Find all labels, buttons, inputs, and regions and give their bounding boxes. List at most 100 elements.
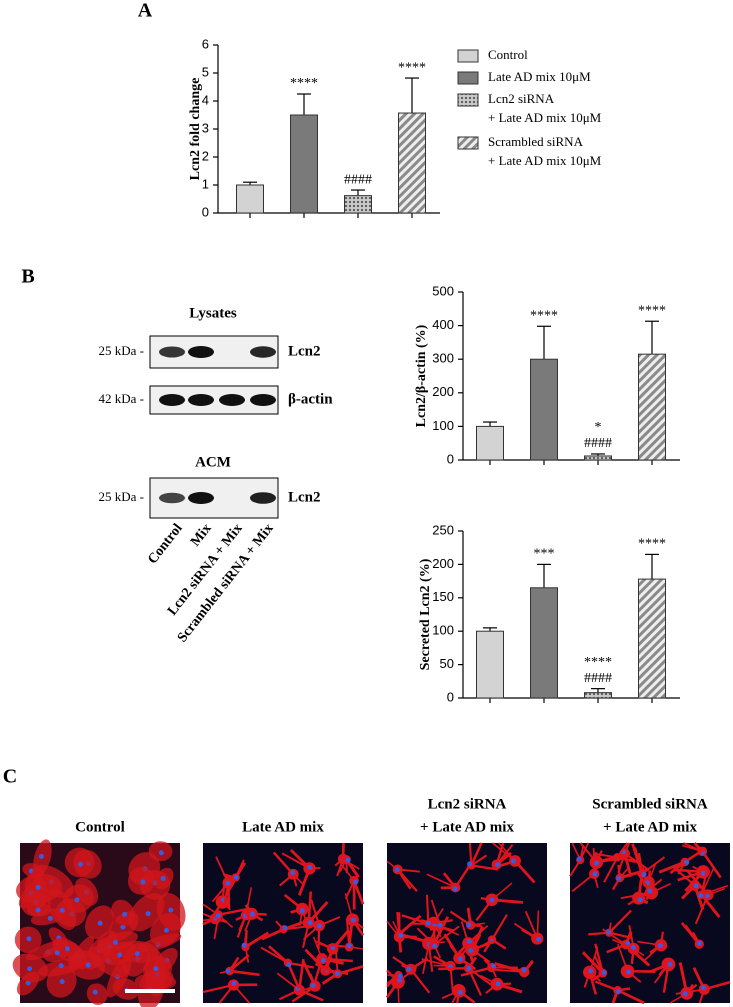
nucleus [112,939,118,945]
y-axis-label: Lcn2 fold change [188,78,203,181]
nucleus [231,980,237,986]
nucleus [215,913,221,919]
nucleus [145,911,151,917]
process [641,856,666,875]
significance-label: #### [584,436,612,451]
process [700,893,721,918]
nucleus [432,943,438,949]
legend-label: + Late AD mix 10μM [488,110,602,125]
nucleus [74,897,80,903]
significance-label: *** [534,547,555,562]
nucleus [163,927,169,933]
blot-band [250,394,276,406]
significance-label: **** [530,308,558,323]
nucleus [233,874,239,880]
nucleus [406,966,412,972]
nucleus [26,936,32,942]
process [491,914,508,941]
process [581,951,604,975]
nucleus [605,929,611,935]
nucleus [307,864,313,870]
nucleus [684,859,690,865]
mw-marker: 25 kDa - [99,343,145,358]
process [467,967,482,996]
bar [584,692,612,699]
nucleus [696,940,702,946]
process [700,868,709,895]
y-tick-label: 200 [432,384,454,399]
nucleus [700,985,706,991]
nucleus [588,968,594,974]
process [608,909,632,934]
nucleus [59,979,65,985]
process [603,856,619,883]
significance-label: * [595,420,602,435]
blot-band [159,492,185,504]
process [425,894,430,924]
nucleus [637,897,643,903]
nucleus [225,880,231,886]
image-title: Late AD mix [242,819,324,835]
legend-swatch [457,71,479,85]
nucleus [310,982,316,988]
image-title: Lcn2 siRNA [428,796,507,812]
process [426,873,456,889]
mw-marker: 25 kDa - [99,489,145,504]
process [398,914,422,936]
y-tick-label: 50 [440,656,454,671]
significance-label: **** [398,60,426,75]
process [438,966,469,971]
process [631,843,644,875]
nucleus [601,970,607,976]
nucleus [495,862,501,868]
protein-label: β-actin [288,391,333,407]
protein-label: Lcn2 [288,343,321,359]
nucleus [158,850,164,856]
nucleus [241,942,247,948]
nucleus [299,908,305,914]
nucleus [592,871,598,877]
process [244,931,270,949]
significance-label: **** [638,303,666,318]
image-title: Scrambled siRNA [592,796,708,812]
nucleus [641,872,647,878]
process [229,969,260,977]
y-axis-label: Secreted Lcn2 (%) [418,558,433,670]
nucleus [521,967,527,973]
blot-title: Lysates [189,305,237,321]
significance-label: **** [584,655,612,670]
blot-band [188,346,214,358]
nucleus [140,879,146,885]
nucleus [536,936,542,942]
nucleus [35,907,41,913]
y-tick-label: 4 [202,92,209,107]
nucleus [134,951,140,957]
blot-band [159,394,185,406]
process [401,914,429,925]
blot-band [250,346,276,358]
nucleus [693,883,699,889]
nucleus [320,957,326,963]
nucleus [616,989,622,995]
bar [476,425,504,461]
blot-band [159,346,185,358]
nucleus [345,857,351,863]
significance-label: **** [290,76,318,91]
y-tick-label: 150 [432,589,454,604]
bar [530,358,558,461]
nucleus [657,943,663,949]
bar [530,587,558,699]
nucleus [64,946,70,952]
nucleus [576,856,582,862]
nucleus [77,861,83,867]
y-tick-label: 0 [202,204,209,219]
process [492,968,525,973]
nucleus [85,962,91,968]
panel-label: C [3,766,17,788]
nucleus [704,893,710,899]
nucleus [316,923,322,929]
nucleus [168,907,174,913]
blot-band [188,394,214,406]
process [286,962,301,989]
